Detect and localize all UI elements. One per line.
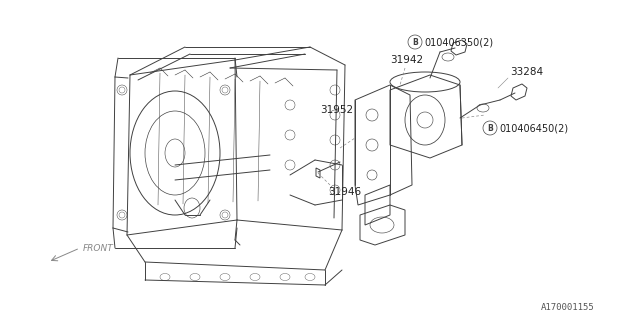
Text: 010406350(2): 010406350(2) [424, 37, 493, 47]
Text: 31952: 31952 [320, 105, 353, 115]
Text: 31946: 31946 [328, 187, 361, 197]
Text: 31942: 31942 [390, 55, 423, 65]
Text: 010406450(2): 010406450(2) [499, 123, 568, 133]
Text: B: B [487, 124, 493, 132]
Text: B: B [412, 37, 418, 46]
Text: 33284: 33284 [510, 67, 543, 77]
Text: A170001155: A170001155 [541, 303, 595, 312]
Text: FRONT: FRONT [83, 244, 114, 252]
